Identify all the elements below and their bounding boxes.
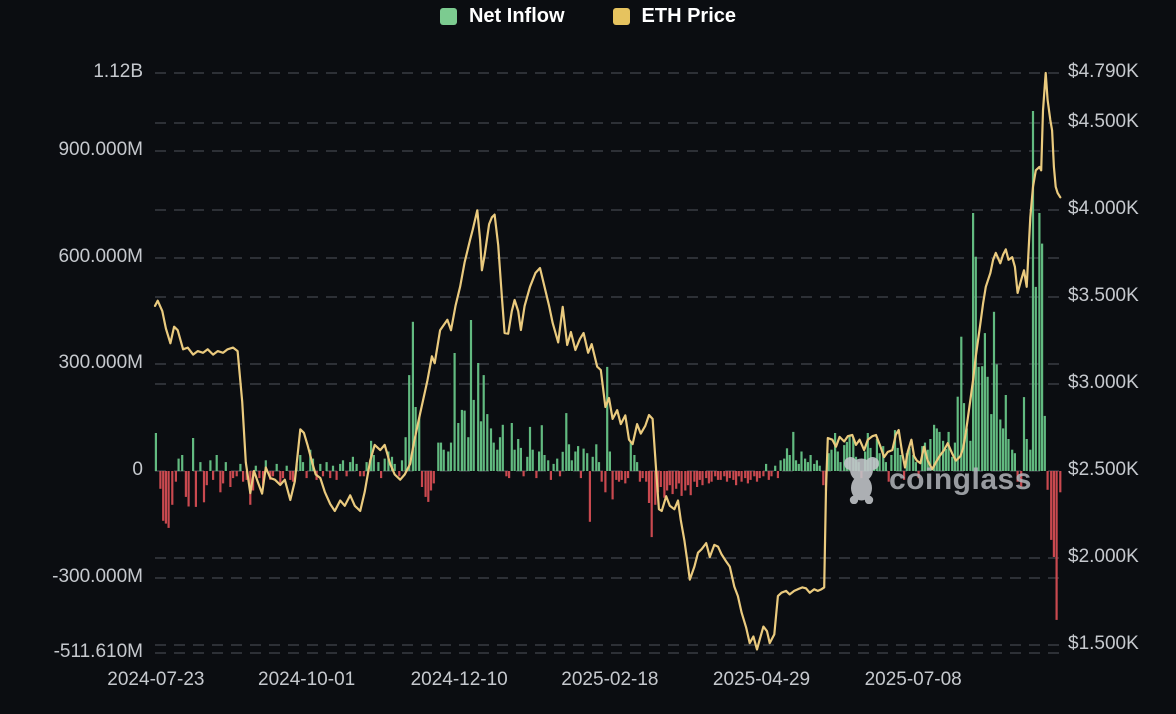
y-axis-left-tick: 1.12B	[93, 61, 143, 82]
legend-item-eth-price[interactable]: ETH Price	[612, 5, 737, 28]
x-axis-tick: 2024-10-01	[258, 669, 356, 690]
watermark-text: coinglass	[889, 463, 1032, 496]
y-axis-right-tick: $2.500K	[1068, 459, 1139, 480]
y-axis-left-tick: 600.000M	[58, 245, 143, 267]
legend-item-net-inflow[interactable]: Net Inflow	[439, 5, 565, 28]
y-axis-right-tick: $4.790K	[1068, 61, 1139, 82]
y-axis-right-tick: $4.500K	[1068, 111, 1139, 133]
x-axis-tick: 2025-04-29	[712, 669, 811, 690]
y-axis-right-tick: $2.000K	[1068, 545, 1139, 567]
legend-label-net-inflow: Net Inflow	[468, 5, 565, 27]
net-inflow-swatch-icon	[439, 8, 457, 25]
watermark: coinglass	[843, 456, 1032, 504]
y-axis-left-tick: 0	[132, 459, 143, 480]
coinglass-mascot-icon	[844, 457, 879, 504]
legend: Net Inflow ETH Price	[0, 5, 1176, 28]
x-axis-tick: 2025-07-08	[864, 669, 962, 690]
y-axis-left-tick: -511.610M	[53, 640, 143, 662]
y-axis-left-tick: 300.000M	[58, 352, 143, 374]
legend-label-eth-price: ETH Price	[641, 5, 737, 27]
y-axis-right-tick: $3.500K	[1068, 285, 1139, 307]
eth-price-swatch-icon	[612, 8, 630, 25]
y-axis-right-tick: $3.000K	[1068, 372, 1139, 394]
y-axis-left-tick: 900.000M	[58, 139, 143, 161]
x-axis-tick: 2024-07-23	[107, 669, 205, 690]
y-axis-right-tick: $4.000K	[1068, 198, 1139, 220]
y-axis-right-tick: $1.500K	[1068, 632, 1139, 654]
x-axis-tick: 2024-12-10	[410, 669, 508, 690]
x-axis-tick: 2025-02-18	[561, 669, 659, 690]
y-axis-left-tick: -300.000M	[52, 565, 143, 587]
